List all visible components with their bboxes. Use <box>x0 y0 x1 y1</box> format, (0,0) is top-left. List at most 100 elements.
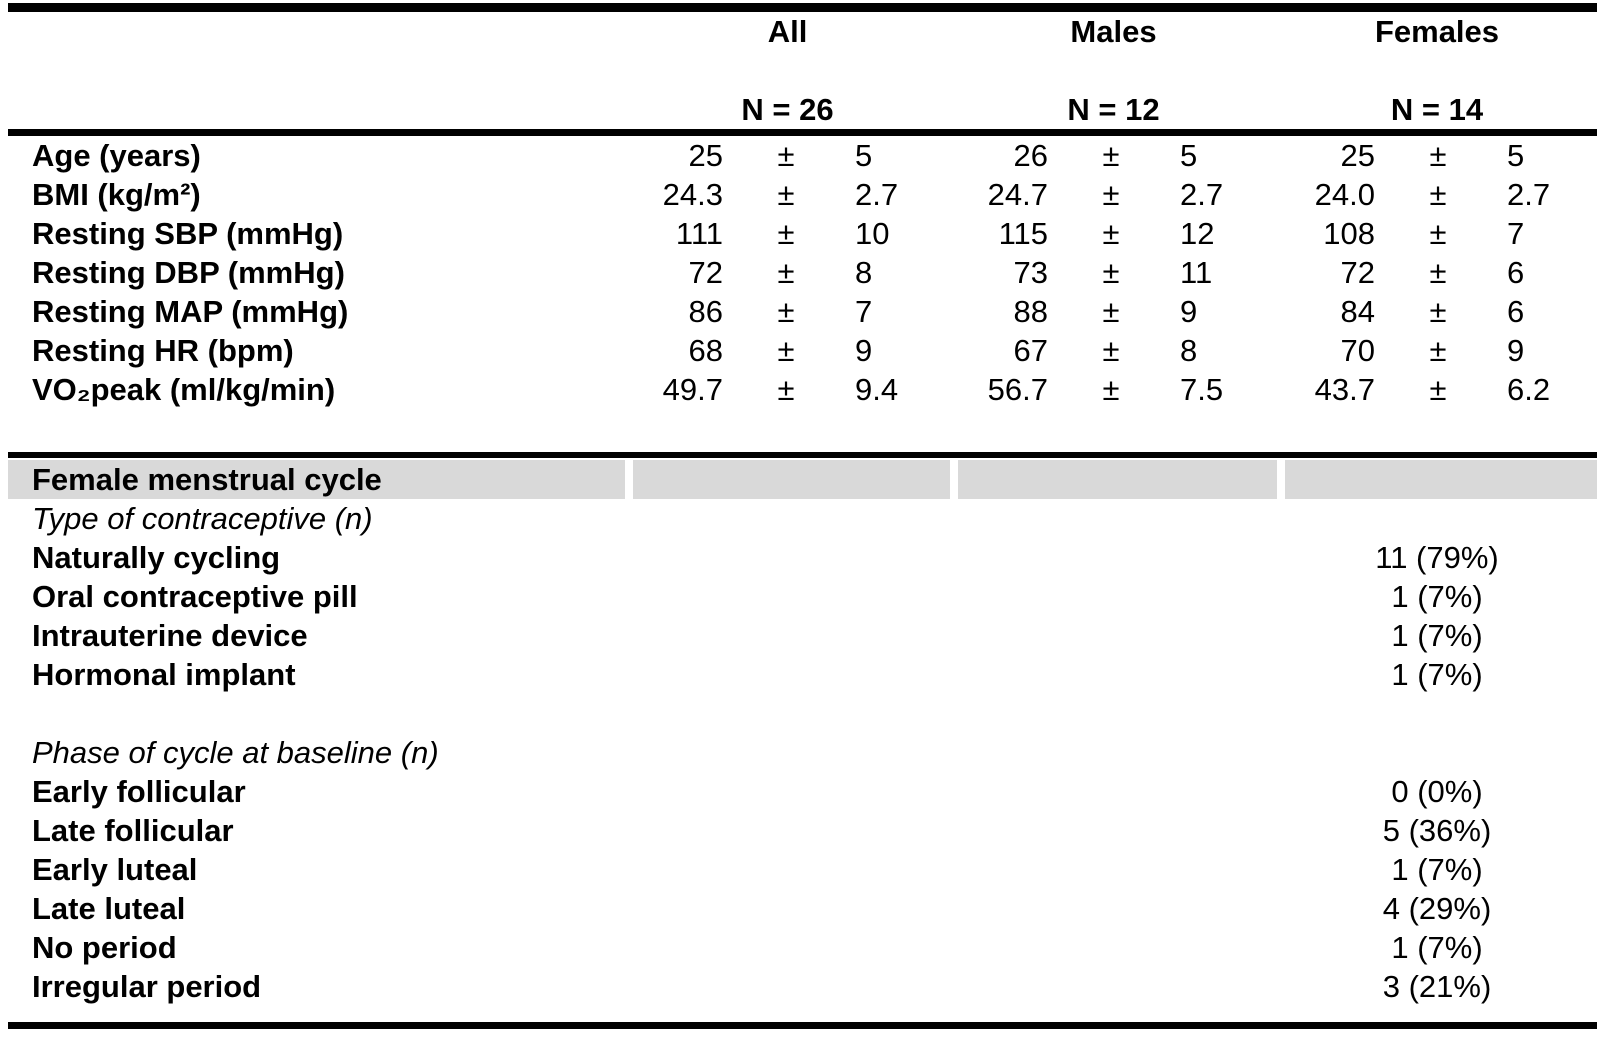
stat-cell-all: 24.3 ± 2.7 <box>625 175 950 214</box>
mean-value: 73 <box>1013 255 1048 290</box>
n-header-all: N = 26 <box>741 92 834 127</box>
mean-value: 56.7 <box>987 372 1048 407</box>
stat-row-age: Age (years) 25 ± 5 26 ± 5 25 ± 5 <box>8 136 1597 175</box>
contraceptive-row-implant: Hormonal implant 1 (7%) <box>8 655 1597 694</box>
n-header-empty-cell <box>8 90 625 129</box>
mean-value: 49.7 <box>662 372 723 407</box>
row-label: Late follicular <box>32 813 234 848</box>
mean-value: 84 <box>1340 294 1375 329</box>
n-header-row: N = 26 N = 12 N = 14 <box>8 90 1597 129</box>
row-label: Irregular period <box>32 969 262 1004</box>
mean-value: 68 <box>688 333 723 368</box>
row-label: Late luteal <box>32 891 186 926</box>
females-count-value: 1 (7%) <box>1391 657 1483 692</box>
females-count-value: 1 (7%) <box>1391 618 1483 653</box>
empty-cell <box>950 967 1277 1006</box>
empty-cell <box>950 928 1277 967</box>
sd-value: 5 <box>1507 138 1525 173</box>
empty-cell <box>625 616 950 655</box>
sd-value: 6 <box>1507 294 1525 329</box>
stat-row-vo2peak: VO₂peak (ml/kg/min) 49.7 ± 9.4 56.7 ± 7.… <box>8 370 1597 409</box>
stat-cell-females: 24.0 ± 2.7 <box>1277 175 1597 214</box>
empty-cell <box>625 655 950 694</box>
empty-cell <box>950 850 1277 889</box>
empty-cell <box>950 577 1277 616</box>
plus-minus-sign: ± <box>1102 177 1120 212</box>
section-top-rule <box>8 452 1597 458</box>
mean-value: 88 <box>1013 294 1048 329</box>
phase-row-irregular-period: Irregular period 3 (21%) <box>8 967 1597 1006</box>
plus-minus-sign: ± <box>1102 255 1120 290</box>
mean-value: 70 <box>1340 333 1375 368</box>
females-count-value: 4 (29%) <box>1382 891 1492 926</box>
sd-value: 6.2 <box>1507 372 1551 407</box>
sd-value: 7 <box>855 294 873 329</box>
contraceptive-row-iud: Intrauterine device 1 (7%) <box>8 616 1597 655</box>
sd-value: 5 <box>855 138 873 173</box>
sd-value: 11 <box>1180 255 1213 290</box>
stat-row-sbp: Resting SBP (mmHg) 111 ± 10 115 ± 12 108… <box>8 214 1597 253</box>
section-header-band-females <box>1285 460 1597 499</box>
table-bottom-rule <box>8 1022 1597 1029</box>
column-header-all: All <box>767 14 808 49</box>
empty-cell <box>625 733 950 772</box>
plus-minus-sign: ± <box>777 294 795 329</box>
mean-value: 26 <box>1013 138 1048 173</box>
row-label: Naturally cycling <box>32 540 281 575</box>
contraceptive-row-naturally-cycling: Naturally cycling 11 (79%) <box>8 538 1597 577</box>
mean-value: 43.7 <box>1314 372 1375 407</box>
phase-row-early-luteal: Early luteal 1 (7%) <box>8 850 1597 889</box>
stat-row-label: VO₂peak (ml/kg/min) <box>32 372 336 407</box>
stat-row-hr: Resting HR (bpm) 68 ± 9 67 ± 8 70 ± 9 <box>8 331 1597 370</box>
empty-cell <box>625 811 950 850</box>
empty-cell <box>625 928 950 967</box>
empty-cell <box>1277 733 1597 772</box>
phase-row-early-follicular: Early follicular 0 (0%) <box>8 772 1597 811</box>
contraceptive-row-oral-pill: Oral contraceptive pill 1 (7%) <box>8 577 1597 616</box>
subheader-label: Type of contraceptive (n) <box>32 501 373 536</box>
section-header-label: Female menstrual cycle <box>8 460 625 499</box>
sd-value: 5 <box>1180 138 1198 173</box>
empty-cell <box>950 616 1277 655</box>
plus-minus-sign: ± <box>1102 372 1120 407</box>
section-header-row: Female menstrual cycle <box>8 460 1597 499</box>
stat-cell-all: 49.7 ± 9.4 <box>625 370 950 409</box>
sd-value: 9 <box>855 333 873 368</box>
empty-cell <box>625 850 950 889</box>
empty-cell <box>950 655 1277 694</box>
subheader-row-contraceptive: Type of contraceptive (n) <box>8 499 1597 538</box>
column-header-females: Females <box>1374 14 1500 49</box>
plus-minus-sign: ± <box>1429 294 1447 329</box>
sd-value: 10 <box>855 216 890 251</box>
sd-value: 2.7 <box>1507 177 1551 212</box>
mean-value: 67 <box>1013 333 1048 368</box>
plus-minus-sign: ± <box>1102 216 1120 251</box>
row-label: Early luteal <box>32 852 198 887</box>
sd-value: 6 <box>1507 255 1525 290</box>
females-count-value: 1 (7%) <box>1391 930 1483 965</box>
stat-row-label: Resting HR (bpm) <box>32 333 294 368</box>
participant-characteristics-table: All Males Females N = 26 N = 12 N = 14 A… <box>8 3 1597 1029</box>
phase-row-no-period: No period 1 (7%) <box>8 928 1597 967</box>
mean-value: 115 <box>998 216 1048 251</box>
mean-value: 25 <box>688 138 723 173</box>
plus-minus-sign: ± <box>1102 333 1120 368</box>
stat-cell-all: 86 ± 7 <box>625 292 950 331</box>
plus-minus-sign: ± <box>1102 138 1120 173</box>
sd-value: 2.7 <box>1180 177 1224 212</box>
mean-value: 25 <box>1340 138 1375 173</box>
females-count-value: 0 (0%) <box>1391 774 1483 809</box>
empty-cell <box>625 499 950 538</box>
females-count-value: 1 (7%) <box>1391 579 1483 614</box>
stat-cell-males: 88 ± 9 <box>950 292 1277 331</box>
phase-row-late-luteal: Late luteal 4 (29%) <box>8 889 1597 928</box>
plus-minus-sign: ± <box>777 138 795 173</box>
header-spacer-row <box>8 51 1597 90</box>
plus-minus-sign: ± <box>777 255 795 290</box>
plus-minus-sign: ± <box>1429 372 1447 407</box>
mean-value: 86 <box>688 294 723 329</box>
plus-minus-sign: ± <box>777 177 795 212</box>
sd-value: 8 <box>855 255 873 290</box>
empty-cell <box>950 811 1277 850</box>
section-spacer-row <box>8 409 1597 452</box>
